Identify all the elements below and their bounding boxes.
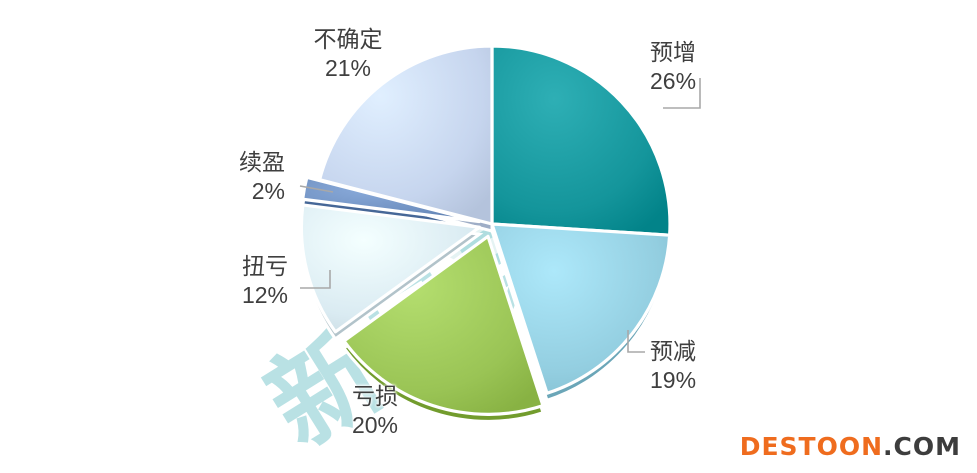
pie-label-不确定: 不确定 21% <box>278 25 418 84</box>
pie-label-预减: 预减 19% <box>650 337 696 396</box>
pie-slice-预减[interactable] <box>490 222 672 395</box>
pie-label-续盈: 续盈 2% <box>239 148 285 207</box>
pie-label-value: 21% <box>324 55 372 82</box>
pie-label-name: 预减 <box>650 338 696 364</box>
pie-label-name: 扭亏 <box>242 253 288 279</box>
pie-label-name: 不确定 <box>313 26 383 52</box>
pie-label-value: 26% <box>650 68 697 95</box>
label-leader-line <box>300 270 331 289</box>
pie-label-value: 2% <box>251 178 285 205</box>
pie-slice-扭亏[interactable] <box>299 203 482 334</box>
brand-suffix: .COM <box>883 432 961 461</box>
pie-label-name: 续盈 <box>239 149 285 175</box>
brand-name: DESTOON <box>739 432 884 461</box>
pie-label-value: 19% <box>650 367 697 394</box>
pie-label-name: 亏损 <box>352 383 398 409</box>
pie-label-亏损: 亏损 20% <box>305 382 445 441</box>
pie-slice-不确定[interactable] <box>317 44 494 226</box>
pie-label-value: 12% <box>241 282 288 309</box>
pie-label-扭亏: 扭亏 12% <box>242 252 288 311</box>
pie-label-value: 20% <box>351 412 399 439</box>
label-leader-line <box>299 185 334 193</box>
pie-label-name: 预增 <box>650 39 696 65</box>
pie-slice-预增[interactable] <box>490 44 672 237</box>
label-leader-line <box>627 330 645 353</box>
label-leader-line <box>663 78 701 109</box>
pie-slice-亏损[interactable] <box>342 234 545 416</box>
destoon-brand: DESTOON.COM <box>740 432 961 461</box>
pie-label-预增: 预增 26% <box>650 38 696 97</box>
